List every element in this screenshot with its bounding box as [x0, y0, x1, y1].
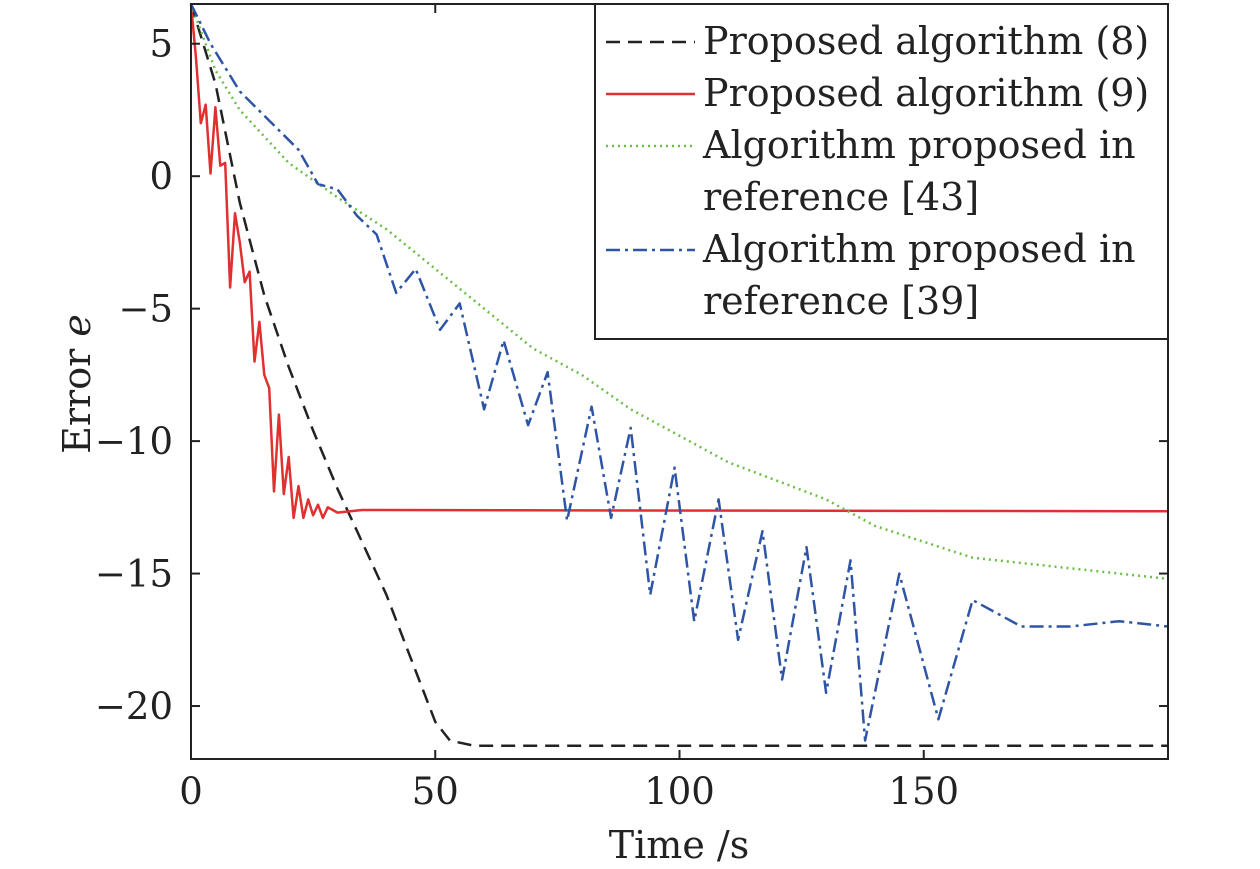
legend-box [594, 3, 1169, 340]
y-tick-label: −5 [118, 288, 173, 331]
x-axis: 0 50 100 150 [179, 4, 959, 813]
x-tick-label: 150 [888, 770, 959, 813]
y-tick-label: 5 [149, 23, 173, 66]
x-tick-label: 50 [412, 770, 459, 813]
series-line-2 [189, 3, 1169, 520]
legend: Proposed algorithm (8) Proposed algorithm… [594, 3, 1169, 340]
y-tick-label: −20 [95, 685, 173, 728]
x-tick-label: 100 [644, 770, 715, 813]
legend-label: reference [39] [703, 279, 979, 323]
legend-label: Algorithm proposed in [702, 227, 1136, 271]
x-tick-label: 0 [179, 770, 203, 813]
y-tick-label: −10 [95, 420, 173, 463]
legend-label: reference [43] [703, 175, 979, 219]
series-line-4 [189, 3, 1169, 742]
y-tick-label: −15 [95, 553, 173, 596]
y-tick-label: 0 [149, 155, 173, 198]
series-line-1 [189, 3, 1168, 748]
legend-label: Algorithm proposed in [702, 123, 1136, 167]
x-axis-label: Time /s [609, 823, 749, 867]
y-axis: 5 0 −5 −10 −15 −20 [95, 23, 1168, 728]
legend-label: Proposed algorithm (9) [703, 71, 1149, 115]
legend-label: Proposed algorithm (8) [703, 19, 1149, 63]
y-axis-label: Error e [55, 314, 99, 454]
series-layer [189, 3, 1169, 748]
y-axis-label-text: Error [55, 348, 99, 454]
y-axis-label-symbol: e [55, 314, 99, 337]
